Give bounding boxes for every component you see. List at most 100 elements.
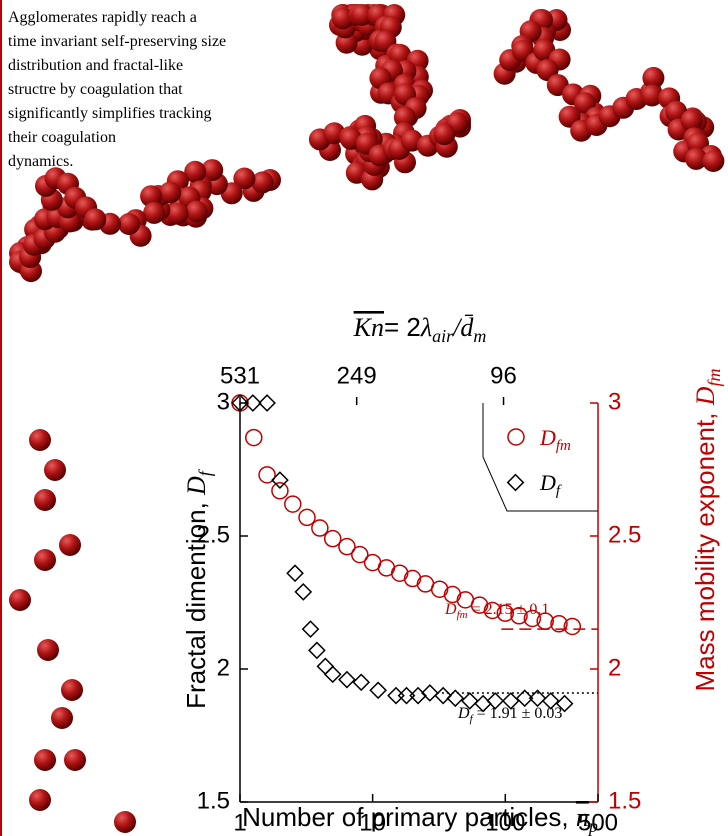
data-point bbox=[390, 564, 409, 582]
data-point bbox=[387, 686, 405, 705]
data-point bbox=[231, 394, 249, 412]
data-point bbox=[301, 620, 320, 638]
x2-axis-title-part: = 2 bbox=[384, 312, 421, 342]
x2-axis-title-part: / bbox=[451, 313, 463, 342]
data-point bbox=[470, 596, 489, 614]
x-tick-label: 100 bbox=[485, 809, 525, 836]
primary-particle bbox=[44, 459, 66, 481]
y2-tick-label: 3 bbox=[608, 388, 621, 415]
data-point bbox=[245, 428, 263, 447]
y2-tick-label: 2 bbox=[608, 654, 621, 681]
y-tick-label: 2 bbox=[217, 654, 230, 681]
x2-tick-label: 531 bbox=[220, 362, 260, 389]
data-point bbox=[244, 394, 262, 412]
data-point bbox=[298, 508, 316, 527]
x-axis-title-part: p bbox=[587, 816, 598, 836]
x2-axis-title-part: air bbox=[432, 326, 454, 346]
x2-axis-title-part: λ bbox=[420, 313, 432, 342]
primary-particle bbox=[159, 181, 182, 204]
x2-tick-label: 249 bbox=[337, 362, 377, 389]
reference-label-part: f bbox=[470, 713, 475, 725]
primary-particle bbox=[34, 549, 56, 571]
primary-particle bbox=[185, 200, 208, 223]
data-point bbox=[434, 686, 452, 705]
data-point bbox=[311, 519, 329, 537]
data-point bbox=[308, 641, 326, 660]
data-point bbox=[351, 545, 369, 564]
y-tick-label: 3 bbox=[217, 388, 230, 415]
legend-marker bbox=[506, 473, 525, 492]
data-point bbox=[397, 686, 416, 705]
primary-particle bbox=[641, 84, 663, 107]
data-point bbox=[550, 615, 568, 633]
reference-label-part: D bbox=[444, 601, 457, 618]
primary-particle bbox=[118, 213, 141, 235]
data-point bbox=[294, 583, 313, 601]
data-point bbox=[338, 537, 356, 556]
data-point bbox=[515, 689, 534, 708]
primary-particle bbox=[685, 147, 708, 170]
reference-label-part: = 2.15 ± 0.1 bbox=[468, 601, 550, 618]
primary-particle bbox=[702, 150, 725, 172]
x2-axis-title-part: d̄ bbox=[460, 313, 474, 342]
primary-particle bbox=[34, 749, 56, 771]
data-point bbox=[271, 471, 289, 489]
data-point bbox=[271, 482, 289, 500]
y-tick-label: 1.5 bbox=[197, 787, 230, 814]
primary-particle bbox=[433, 123, 456, 146]
legend-label-part: fm bbox=[556, 438, 571, 454]
description-line: time invariant self-preserving size bbox=[8, 33, 226, 50]
legend-frame bbox=[482, 403, 598, 512]
primary-particle bbox=[680, 109, 703, 132]
legend-marker bbox=[507, 428, 525, 446]
data-point bbox=[528, 689, 547, 708]
description-line: their coagulation bbox=[8, 129, 116, 146]
chart: Kn= 2λair/d̄m Number of primary particle… bbox=[181, 312, 724, 836]
legend-label-part: D bbox=[539, 470, 556, 495]
x-tick-label: 500 bbox=[578, 809, 618, 836]
data-point bbox=[286, 564, 304, 583]
data-point bbox=[446, 689, 465, 708]
x-tick-label: 10 bbox=[359, 809, 386, 836]
primary-particle bbox=[61, 679, 83, 701]
y2-axis-title-part: fm bbox=[704, 369, 724, 387]
data-point bbox=[284, 495, 302, 513]
data-point bbox=[510, 607, 528, 625]
legend-label-part: f bbox=[556, 483, 562, 499]
data-point bbox=[323, 529, 342, 548]
y2-axis-title: Mass mobility exponent, Dfm bbox=[690, 369, 724, 692]
data-point bbox=[409, 686, 427, 705]
y-axis-title-part: Fractal dimention, bbox=[181, 495, 211, 709]
primary-particle bbox=[140, 185, 163, 208]
primary-particle bbox=[642, 66, 665, 89]
primary-particle bbox=[64, 749, 86, 771]
data-point bbox=[555, 694, 574, 713]
description-line: distribution and fractal-like bbox=[8, 57, 183, 74]
y-axis-title-part: f bbox=[195, 468, 215, 476]
legend-label-part: D bbox=[539, 425, 556, 450]
x-axis-title-part: Number of primary particles, bbox=[242, 802, 576, 832]
y2-axis-title-part: D bbox=[691, 386, 720, 406]
y-axis-title-part: D bbox=[182, 476, 211, 496]
reference-label-part: D bbox=[457, 705, 470, 722]
x-axis-title: Number of primary particles, np bbox=[242, 802, 598, 836]
primary-particle bbox=[34, 489, 56, 511]
data-point bbox=[352, 673, 371, 692]
primary-particle bbox=[331, 7, 354, 30]
data-point bbox=[501, 692, 520, 710]
description-line: dynamics. bbox=[8, 153, 73, 170]
data-point bbox=[323, 665, 342, 684]
x-tick-label: 1 bbox=[233, 809, 246, 836]
primary-particle bbox=[9, 589, 31, 611]
data-point bbox=[536, 612, 554, 630]
primary-particle bbox=[143, 201, 166, 224]
data-point bbox=[486, 692, 505, 710]
primary-particle bbox=[84, 208, 107, 231]
y2-tick-label: 1.5 bbox=[608, 787, 641, 814]
data-point bbox=[496, 604, 515, 622]
primary-particle bbox=[37, 639, 59, 661]
primary-particle bbox=[184, 160, 207, 183]
legend-label: Df bbox=[539, 470, 562, 499]
primary-particle bbox=[29, 429, 51, 451]
